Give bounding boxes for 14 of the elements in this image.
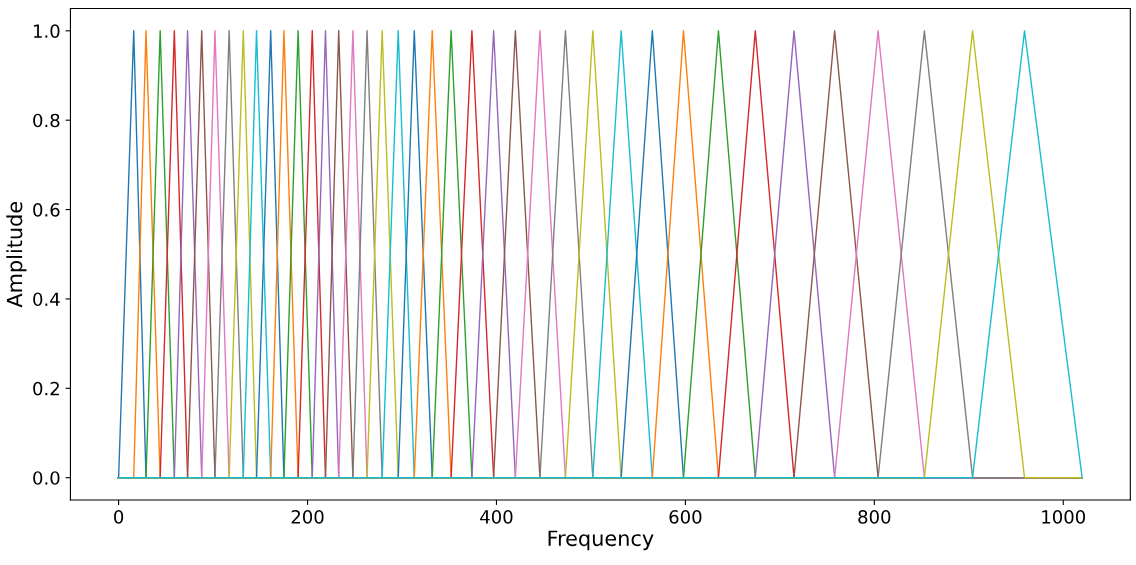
y-tick-label: 0.4 bbox=[33, 292, 60, 307]
x-tick-label: 1000 bbox=[1042, 510, 1086, 524]
y-tick-label: 0.0 bbox=[33, 471, 60, 485]
y-tick-label: 1.0 bbox=[33, 24, 60, 38]
x-tick-label: 0 bbox=[114, 510, 124, 524]
y-tick-label: 0.8 bbox=[33, 113, 60, 128]
y-tick-label: 0.6 bbox=[33, 203, 60, 217]
x-tick-label: 800 bbox=[858, 510, 891, 524]
x-tick-label: 400 bbox=[480, 510, 513, 524]
x-axis-title: Frequency bbox=[548, 530, 654, 551]
y-axis-title: Amplitude bbox=[6, 201, 27, 308]
x-tick-label: 200 bbox=[291, 510, 324, 524]
x-tick-label: 600 bbox=[669, 510, 702, 524]
y-tick-label: 0.2 bbox=[33, 381, 59, 396]
